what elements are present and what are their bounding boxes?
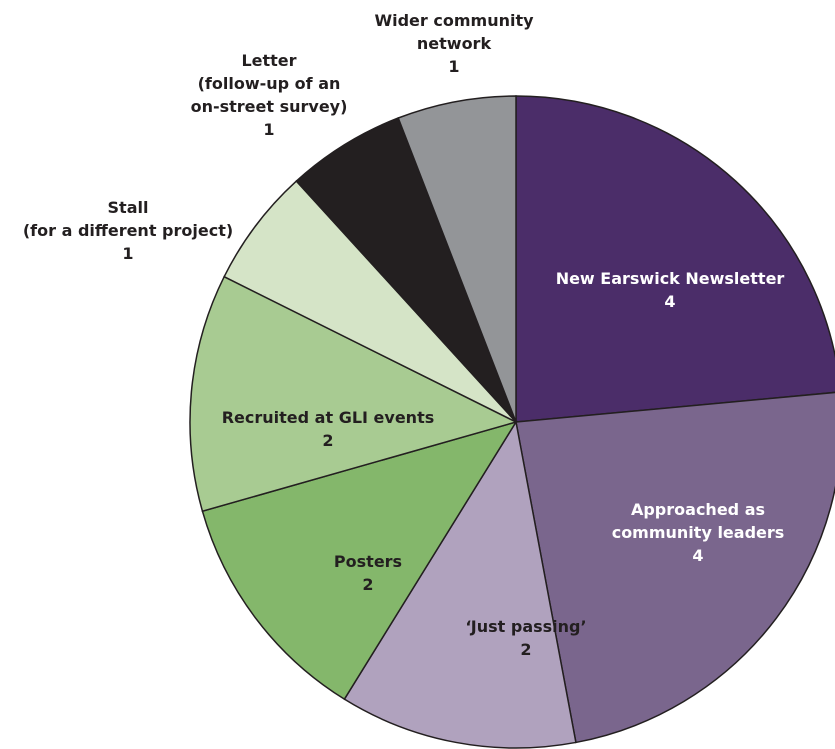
pie-slice <box>397 95 517 423</box>
pie-slice <box>201 420 518 701</box>
slice-value: 2 <box>322 431 333 450</box>
slice-label-line: network <box>417 34 492 53</box>
slice-value: 2 <box>362 575 373 594</box>
slice-value: 1 <box>263 120 274 139</box>
slice-value: 4 <box>664 292 675 311</box>
slice-label-line: Wider community <box>374 11 534 30</box>
slice-label-line: community leaders <box>612 523 785 542</box>
slice-label-line: (follow-up of an <box>198 74 341 93</box>
slice-value: 1 <box>448 57 459 76</box>
slice-label: Stall (for a different project) 1 <box>23 198 233 263</box>
slice-value: 4 <box>692 546 703 565</box>
pie-slice <box>295 117 517 423</box>
pie-slice <box>343 419 577 749</box>
slice-label-line: Approached as <box>631 500 765 519</box>
slice-label-line: Recruited at GLI events <box>222 408 435 427</box>
slice-label-line: Posters <box>334 552 402 571</box>
slice-label: Approached as community leaders 4 <box>612 500 785 565</box>
slice-label: Wider community network 1 <box>374 11 534 76</box>
pie-slice <box>223 180 517 423</box>
slice-label-line: ‘Just passing’ <box>465 617 586 636</box>
pie-labels: New Earswick Newsletter 4 Approached as com… <box>23 11 785 659</box>
slice-label-line: (for a different project) <box>23 221 233 240</box>
slice-label-line: New Earswick Newsletter <box>556 269 785 288</box>
slice-label: Recruited at GLI events 2 <box>222 408 435 450</box>
pie-slices <box>189 95 835 749</box>
pie-slice <box>515 95 835 423</box>
slice-value: 2 <box>520 640 531 659</box>
slice-label: ‘Just passing’ 2 <box>465 617 586 659</box>
slice-label-line: on-street survey) <box>191 97 348 116</box>
slice-label: Posters 2 <box>334 552 402 594</box>
pie-slice <box>189 275 519 513</box>
slice-label-line: Stall <box>108 198 149 217</box>
slice-label-line: Letter <box>241 51 296 70</box>
slice-value: 1 <box>122 244 133 263</box>
pie-slice <box>515 391 835 744</box>
slice-label: New Earswick Newsletter 4 <box>556 269 785 311</box>
slice-label: Letter (follow-up of an on-street survey) 1 <box>191 51 348 139</box>
